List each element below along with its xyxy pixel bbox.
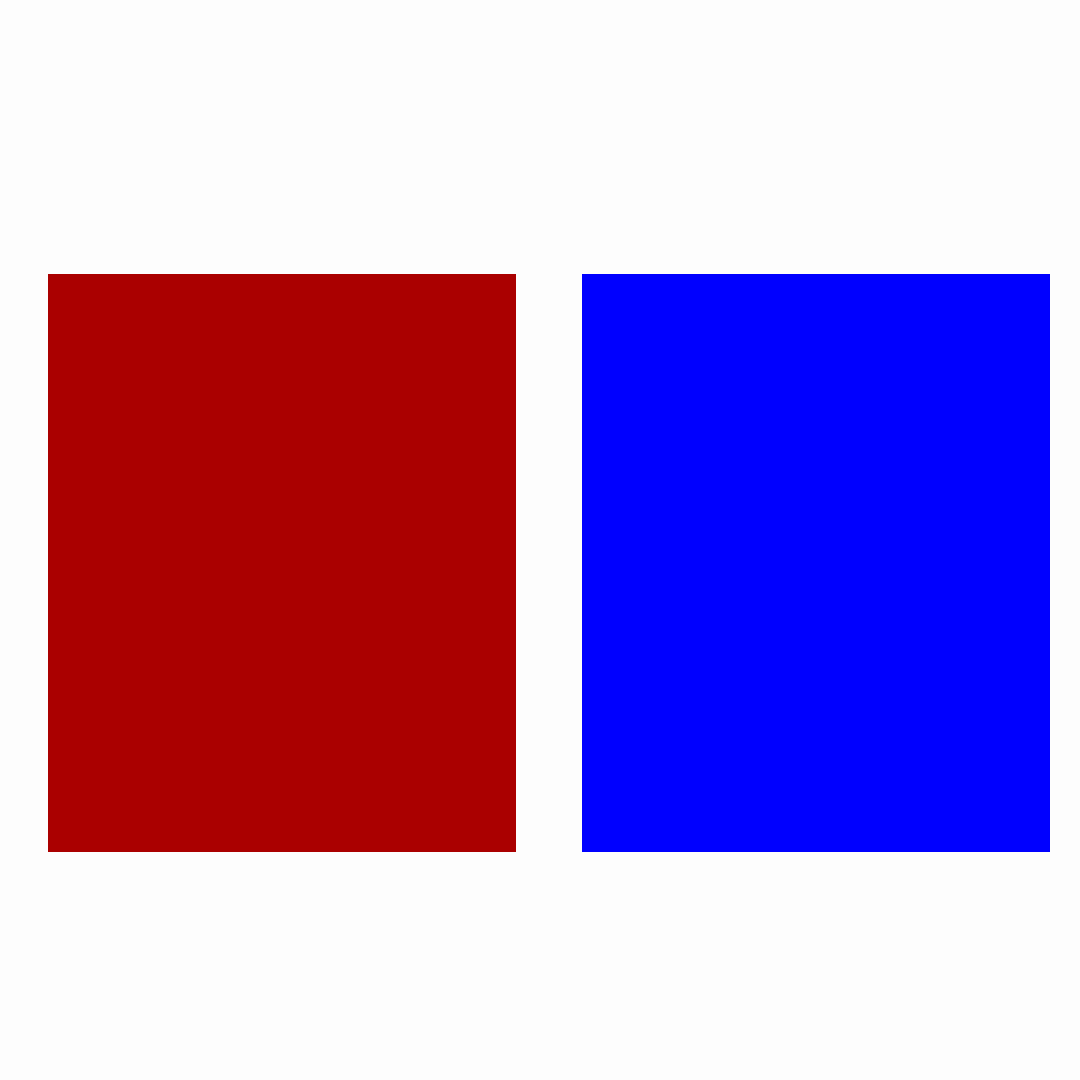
blue-panel: [582, 274, 1050, 852]
red-panel: [48, 274, 516, 852]
